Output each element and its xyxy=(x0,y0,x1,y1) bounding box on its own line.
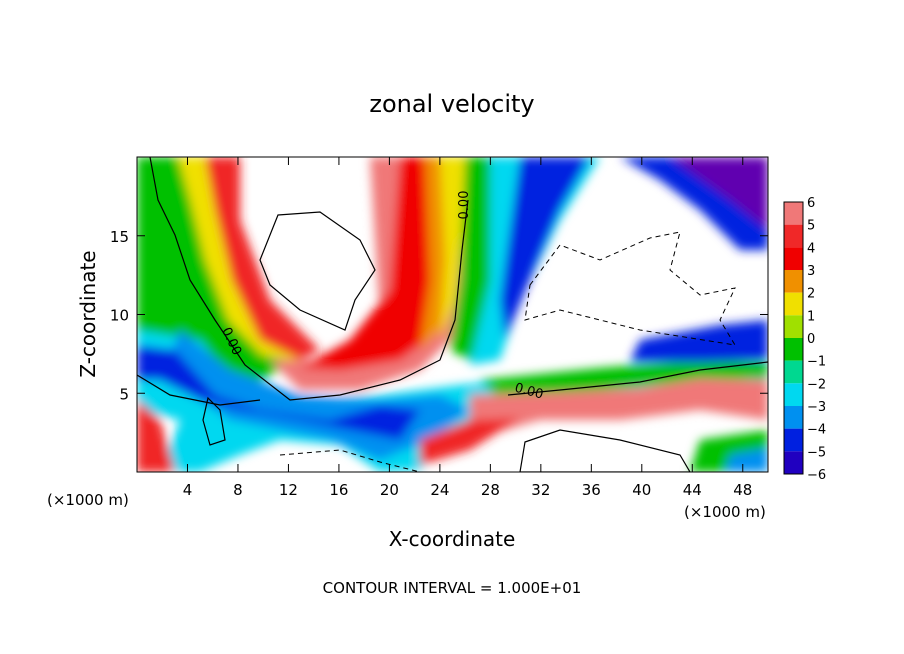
x-tick-label: 44 xyxy=(683,481,702,499)
plot-area xyxy=(137,157,768,472)
colorbar-swatch xyxy=(784,338,803,361)
chart-title: zonal velocity xyxy=(369,90,534,118)
x-axis: 4 8 12 16 20 24 28 32 36 40 44 48 xyxy=(183,157,752,499)
colorbar-frame xyxy=(783,201,804,475)
contour-label: 0.00 xyxy=(457,191,472,220)
x-tick-label: 28 xyxy=(481,481,500,499)
colorbar-label: 4 xyxy=(807,241,815,256)
y-tick-label: 15 xyxy=(110,228,129,246)
colorbar: 6 5 4 3 2 1 0 −1 −2 −3 −4 −5 −6 xyxy=(783,196,826,483)
y-tick-label: 5 xyxy=(119,385,129,403)
x-tick-label: 16 xyxy=(329,481,348,499)
colorbar-swatch xyxy=(784,383,803,406)
colorbar-swatch xyxy=(784,224,803,248)
x-axis-label: X-coordinate xyxy=(389,527,516,551)
colorbar-label: −4 xyxy=(807,423,826,438)
colorbar-label: 5 xyxy=(807,219,815,234)
x-unit-left: (×1000 m) xyxy=(47,491,129,509)
x-tick-label: 8 xyxy=(233,481,243,499)
x-tick-label: 40 xyxy=(632,481,651,499)
x-tick-label: 48 xyxy=(733,481,752,499)
colorbar-label: 1 xyxy=(807,309,815,324)
colorbar-swatch xyxy=(784,360,803,384)
colorbar-swatch xyxy=(784,428,803,452)
colorbar-swatch xyxy=(784,270,803,293)
colorbar-label: −5 xyxy=(807,445,826,460)
colorbar-swatch xyxy=(784,247,803,270)
colorbar-label: −6 xyxy=(807,468,826,483)
colorbar-label: −1 xyxy=(807,355,826,370)
colorbar-label: 2 xyxy=(807,287,815,302)
colorbar-swatch xyxy=(784,202,803,225)
y-axis: 5 10 15 xyxy=(110,228,768,403)
x-tick-label: 36 xyxy=(582,481,601,499)
colorbar-label: 0 xyxy=(807,332,815,347)
colorbar-swatch xyxy=(784,451,803,474)
y-axis-label: Z-coordinate xyxy=(76,250,100,377)
x-tick-label: 32 xyxy=(531,481,550,499)
x-tick-label: 24 xyxy=(430,481,449,499)
y-tick-label: 10 xyxy=(110,307,129,325)
x-tick-label: 4 xyxy=(183,481,193,499)
colorbar-label: 3 xyxy=(807,264,815,279)
contour-interval-note: CONTOUR INTERVAL = 1.000E+01 xyxy=(323,579,582,597)
x-tick-label: 12 xyxy=(279,481,298,499)
contour-label: 0.00 xyxy=(513,381,545,403)
x-tick-label: 20 xyxy=(380,481,399,499)
colorbar-swatch xyxy=(784,292,803,316)
colorbar-swatch xyxy=(784,315,803,338)
colorbar-swatch xyxy=(784,406,803,429)
colorbar-label: −3 xyxy=(807,400,826,415)
colorbar-label: 6 xyxy=(807,196,815,211)
x-unit-right: (×1000 m) xyxy=(684,503,766,521)
colorbar-label: −2 xyxy=(807,377,826,392)
